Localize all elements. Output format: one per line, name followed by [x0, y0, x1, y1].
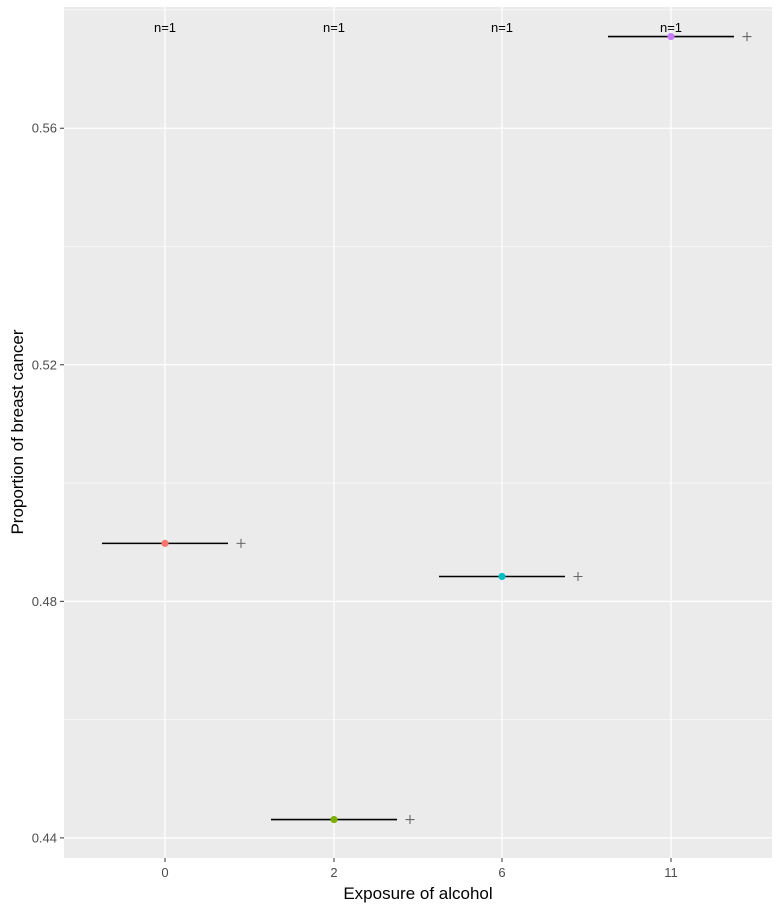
plus-marker — [742, 32, 752, 42]
y-axis-title: Proportion of breast cancer — [8, 329, 27, 534]
n-count-label: n=1 — [323, 20, 345, 35]
data-point — [161, 539, 169, 547]
y-tick-label: 0.56 — [32, 121, 57, 136]
n-count-label: n=1 — [154, 20, 176, 35]
axis-ticks: 0.44 0.48 0.52 0.56 0 2 6 11 — [32, 121, 678, 880]
n-count-label: n=1 — [491, 20, 513, 35]
x-tick-label: 6 — [498, 865, 505, 880]
data-point — [667, 32, 675, 41]
x-tick-label: 2 — [330, 865, 337, 880]
data-point — [498, 572, 506, 581]
x-tick-label: 0 — [161, 865, 168, 880]
plus-marker — [405, 815, 415, 825]
chart-marks: n=1 n=1 n=1 n=1 — [102, 20, 752, 825]
x-tick-label: 11 — [664, 865, 678, 880]
plot-panel — [64, 7, 772, 858]
y-tick-label: 0.52 — [32, 357, 57, 372]
n-count-label: n=1 — [660, 20, 682, 35]
plus-marker — [236, 538, 246, 548]
y-tick-label: 0.48 — [32, 594, 57, 609]
plus-marker — [573, 572, 583, 582]
y-tick-label: 0.44 — [32, 830, 57, 845]
x-axis-title: Exposure of alcohol — [343, 884, 492, 903]
data-point — [330, 815, 338, 824]
grid-lines — [64, 7, 772, 858]
